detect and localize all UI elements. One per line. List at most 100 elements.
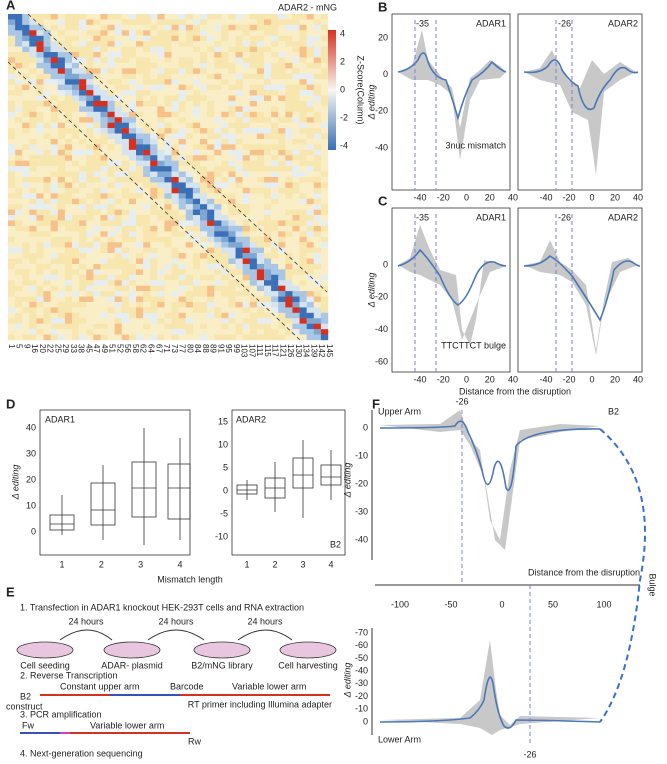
heat-cell <box>264 90 272 96</box>
heat-cell <box>242 291 250 297</box>
heat-cell <box>256 41 265 47</box>
heat-cell <box>64 225 73 232</box>
heat-cell <box>114 198 122 205</box>
heat-cell <box>15 291 23 297</box>
heat-cell <box>299 307 307 314</box>
heat-cell <box>320 215 329 221</box>
heat-cell <box>36 236 44 243</box>
heat-cell <box>86 291 94 297</box>
heat-cell <box>278 133 286 140</box>
heat-cell <box>178 329 186 335</box>
heat-cell <box>107 90 115 96</box>
heat-cell <box>150 182 158 189</box>
heat-cell <box>242 220 250 227</box>
heat-cell <box>114 24 122 31</box>
heat-cell <box>200 57 208 64</box>
x-tick-label: 0 <box>589 374 594 384</box>
heat-cell <box>50 334 58 341</box>
heat-cell <box>136 73 144 80</box>
heat-cell <box>256 182 265 189</box>
heat-cell <box>214 138 222 145</box>
y-tick-label: -20 <box>355 691 368 701</box>
interval: 24 hours <box>247 616 283 626</box>
heat-cell <box>114 68 122 74</box>
heat-cell <box>57 14 66 20</box>
heat-cell <box>36 177 44 183</box>
heat-cell <box>22 73 30 80</box>
y-label: Δ editing <box>342 663 352 699</box>
heat-cell <box>214 14 222 20</box>
heat-cell <box>192 133 201 140</box>
heat-cell <box>271 285 279 292</box>
heat-cell <box>299 128 307 134</box>
heat-cell <box>171 285 179 292</box>
heat-cell <box>100 187 108 194</box>
heat-cell <box>200 73 208 80</box>
x-tick-label: 22 <box>46 344 55 353</box>
heat-cell <box>320 79 329 85</box>
heat-cell <box>320 122 329 129</box>
heat-cell <box>214 57 222 64</box>
heat-cell <box>93 198 101 205</box>
heat-cell <box>285 138 293 145</box>
heat-cell <box>107 79 115 85</box>
heat-cell <box>72 209 80 216</box>
heat-cell <box>256 111 265 118</box>
heat-cell <box>306 312 314 319</box>
heat-cell <box>264 128 272 134</box>
heat-cell <box>200 301 208 308</box>
heat-cell <box>100 225 108 232</box>
heat-cell <box>200 62 208 69</box>
heat-cell <box>200 79 208 85</box>
heat-cell <box>72 122 80 129</box>
heat-cell <box>242 117 250 123</box>
heat-cell <box>306 187 314 194</box>
heat-cell <box>271 323 279 330</box>
heat-cell <box>292 209 300 216</box>
heat-cell <box>79 296 87 303</box>
heat-cell <box>128 291 137 297</box>
heat-cell <box>214 318 222 324</box>
heat-cell <box>107 323 115 330</box>
heat-cell <box>313 149 322 156</box>
heat-cell <box>192 73 201 80</box>
heat-cell <box>242 79 250 85</box>
panel-letter: C <box>378 193 388 208</box>
heat-cell <box>271 149 279 156</box>
heat-cell <box>15 193 23 199</box>
heat-cell <box>200 122 208 129</box>
x-tick-label: -50 <box>444 599 457 609</box>
heat-cell <box>249 19 258 26</box>
heat-cell <box>271 312 279 319</box>
heat-cell <box>306 14 314 20</box>
heat-cell <box>185 166 194 172</box>
heat-cell <box>285 95 293 102</box>
heat-cell <box>150 52 158 58</box>
heat-cell <box>107 160 115 167</box>
heat-cell <box>150 242 158 248</box>
heat-cell <box>86 95 94 102</box>
heat-cell <box>235 307 243 314</box>
heat-cell <box>64 160 73 167</box>
heat-cell <box>43 111 51 118</box>
heat-cell <box>43 171 51 178</box>
heat-cell <box>178 138 186 145</box>
heat-cell <box>128 19 137 26</box>
heat-cell <box>271 204 279 210</box>
heat-cell <box>150 79 158 85</box>
heat-cell <box>292 220 300 227</box>
heat-cell <box>249 73 258 80</box>
heat-cell <box>271 301 279 308</box>
heat-cell <box>313 274 322 281</box>
heat-cell <box>157 19 165 26</box>
heat-cell <box>136 57 144 64</box>
heat-cell <box>121 106 130 112</box>
heat-cell <box>100 41 108 47</box>
heat-cell <box>320 149 329 156</box>
heat-cell <box>93 155 101 161</box>
heat-cell <box>271 84 279 91</box>
heat-cell <box>242 225 250 232</box>
heat-cell <box>278 138 286 145</box>
heat-cell <box>221 291 229 297</box>
heat-cell <box>242 269 250 275</box>
